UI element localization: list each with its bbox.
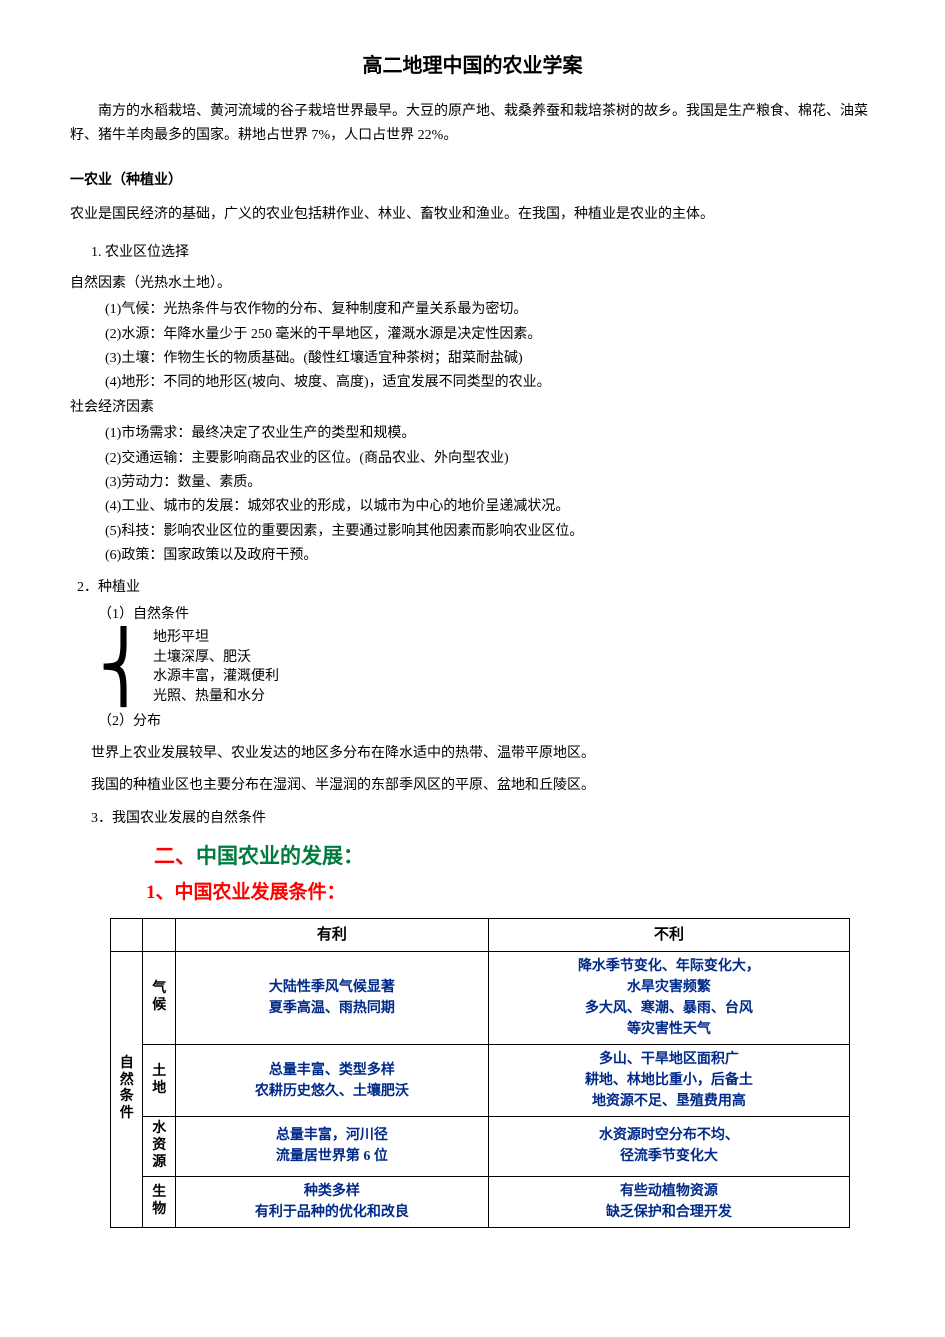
water-favorable: 总量丰富，河川径流量居世界第 6 位 (175, 1117, 488, 1176)
side-label-natural: 自然条件 (111, 952, 143, 1227)
section2-number: 二、 (154, 844, 196, 868)
table-row: 土地 总量丰富、类型多样农耕历史悠久、土壤肥沃 多山、干旱地区面积广耕地、林地比… (111, 1045, 850, 1117)
left-brace-icon: ⎨ (98, 628, 149, 706)
land-favorable: 总量丰富、类型多样农耕历史悠久、土壤肥沃 (175, 1045, 488, 1117)
factor-climate: 气候 (143, 952, 175, 1045)
brace-item-3: 水源丰富，灌溉便利 (153, 667, 279, 687)
natural-factor-3: (3)土壤：作物生长的物质基础。(酸性红壤适宜种茶树；甜菜耐盐碱) (105, 348, 875, 370)
factor-biology: 生物 (143, 1176, 175, 1227)
sub1-natural-conditions: （1）自然条件 (98, 604, 875, 626)
section1-paragraph: 农业是国民经济的基础，广义的农业包括耕作业、林业、畜牧业和渔业。在我国，种植业是… (70, 204, 875, 226)
distribution-p2: 我国的种植业区也主要分布在湿润、半湿润的东部季风区的平原、盆地和丘陵区。 (91, 775, 875, 797)
item3-conditions: 3．我国农业发展的自然条件 (91, 808, 875, 830)
table-header-row: 有利 不利 (111, 919, 850, 952)
brace-item-4: 光照、热量和水分 (153, 687, 279, 707)
section1-heading: 一农业（种植业） (70, 168, 875, 190)
brace-items: 地形平坦 土壤深厚、肥沃 水源丰富，灌溉便利 光照、热量和水分 (153, 628, 279, 706)
item2-planting: 2．种植业 (77, 577, 875, 599)
header-empty-2 (143, 919, 175, 952)
climate-unfavorable: 降水季节变化、年际变化大，水旱灾害频繁多大风、寒潮、暴雨、台风等灾害性天气 (488, 952, 849, 1045)
header-empty-1 (111, 919, 143, 952)
section2-text: 中国农业的发展： (196, 844, 364, 868)
factor-water: 水资源 (143, 1117, 175, 1176)
section2-heading: 二、中国农业的发展： (154, 840, 875, 874)
climate-favorable: 大陆性季风气候显著夏季高温、雨热同期 (175, 952, 488, 1045)
social-factor-1: (1)市场需求：最终决定了农业生产的类型和规模。 (105, 423, 875, 445)
biology-unfavorable: 有些动植物资源缺乏保护和合理开发 (488, 1176, 849, 1227)
item1-location: 1. 农业区位选择 (91, 242, 875, 264)
section2-sub-text: 中国农业发展条件： (175, 882, 346, 903)
page-title: 高二地理中国的农业学案 (70, 50, 875, 82)
header-favorable: 有利 (175, 919, 488, 952)
land-unfavorable: 多山、干旱地区面积广耕地、林地比重小，后备土地资源不足、垦殖费用高 (488, 1045, 849, 1117)
social-factors-heading: 社会经济因素 (70, 397, 875, 419)
social-factor-5: (5)科技：影响农业区位的重要因素，主要通过影响其他因素而影响农业区位。 (105, 521, 875, 543)
social-factor-2: (2)交通运输：主要影响商品农业的区位。(商品农业、外向型农业) (105, 448, 875, 470)
conditions-table: 有利 不利 自然条件 气候 大陆性季风气候显著夏季高温、雨热同期 降水季节变化、… (110, 918, 850, 1227)
natural-factor-1: (1)气候：光热条件与农作物的分布、复种制度和产量关系最为密切。 (105, 299, 875, 321)
brace-item-2: 土壤深厚、肥沃 (153, 648, 279, 668)
brace-item-1: 地形平坦 (153, 628, 279, 648)
natural-factor-4: (4)地形：不同的地形区(坡向、坡度、高度)，适宜发展不同类型的农业。 (105, 372, 875, 394)
brace-group: ⎨ 地形平坦 土壤深厚、肥沃 水源丰富，灌溉便利 光照、热量和水分 (98, 628, 875, 706)
distribution-p1: 世界上农业发展较早、农业发达的地区多分布在降水适中的热带、温带平原地区。 (91, 743, 875, 765)
intro-paragraph: 南方的水稻栽培、黄河流域的谷子栽培世界最早。大豆的原产地、栽桑养蚕和栽培茶树的故… (70, 100, 875, 148)
water-unfavorable: 水资源时空分布不均、径流季节变化大 (488, 1117, 849, 1176)
table-row: 自然条件 气候 大陆性季风气候显著夏季高温、雨热同期 降水季节变化、年际变化大，… (111, 952, 850, 1045)
natural-factor-2: (2)水源：年降水量少于 250 毫米的干旱地区，灌溉水源是决定性因素。 (105, 324, 875, 346)
header-unfavorable: 不利 (488, 919, 849, 952)
biology-favorable: 种类多样有利于品种的优化和改良 (175, 1176, 488, 1227)
social-factor-6: (6)政策：国家政策以及政府干预。 (105, 545, 875, 567)
sub2-distribution: （2）分布 (98, 711, 875, 733)
section2-sub-heading: 1、中国农业发展条件： (146, 878, 875, 908)
social-factor-3: (3)劳动力：数量、素质。 (105, 472, 875, 494)
table-row: 水资源 总量丰富，河川径流量居世界第 6 位 水资源时空分布不均、径流季节变化大 (111, 1117, 850, 1176)
factor-land: 土地 (143, 1045, 175, 1117)
social-factor-4: (4)工业、城市的发展：城郊农业的形成，以城市为中心的地价呈递减状况。 (105, 496, 875, 518)
natural-factors-heading: 自然因素（光热水土地）。 (70, 273, 875, 295)
table-row: 生物 种类多样有利于品种的优化和改良 有些动植物资源缺乏保护和合理开发 (111, 1176, 850, 1227)
section2-sub-number: 1、 (146, 882, 175, 903)
